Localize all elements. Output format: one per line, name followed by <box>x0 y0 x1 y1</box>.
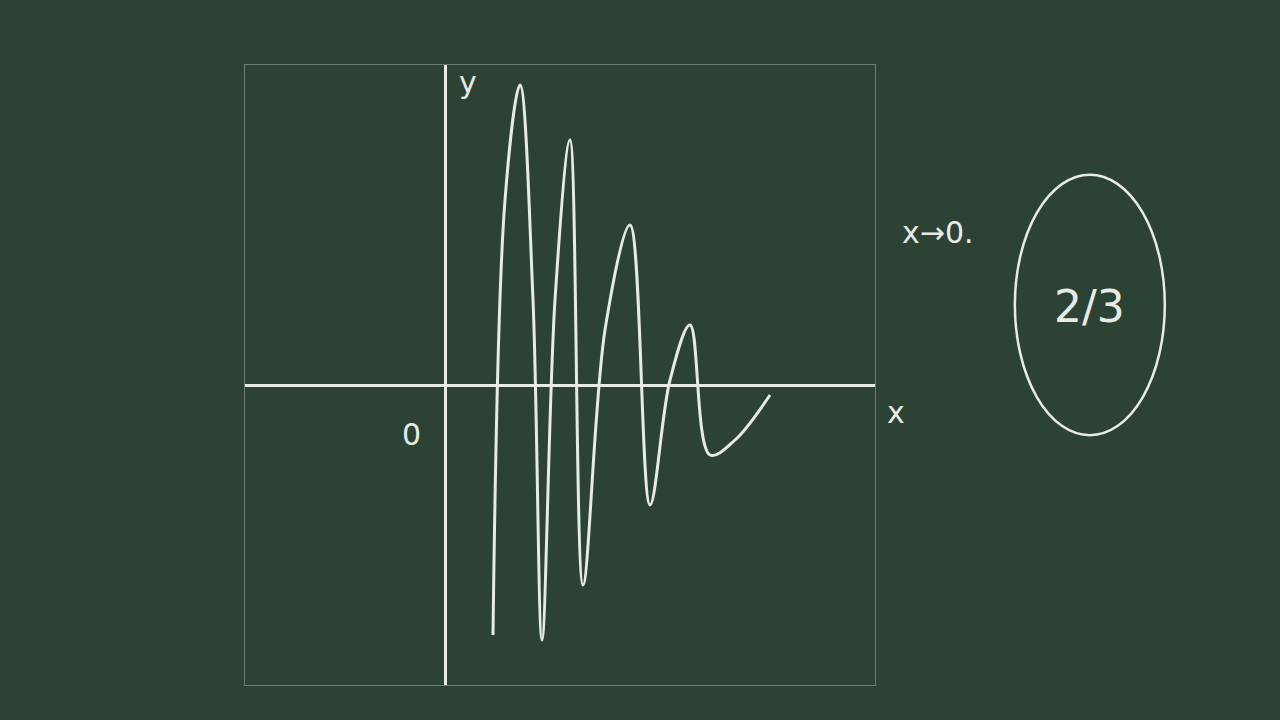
svg-text:0: 0 <box>402 417 421 452</box>
svg-text:y: y <box>459 65 477 100</box>
svg-text:x→0.: x→0. <box>902 215 974 250</box>
svg-text:2/3: 2/3 <box>1054 281 1125 332</box>
svg-text:x: x <box>887 395 905 430</box>
